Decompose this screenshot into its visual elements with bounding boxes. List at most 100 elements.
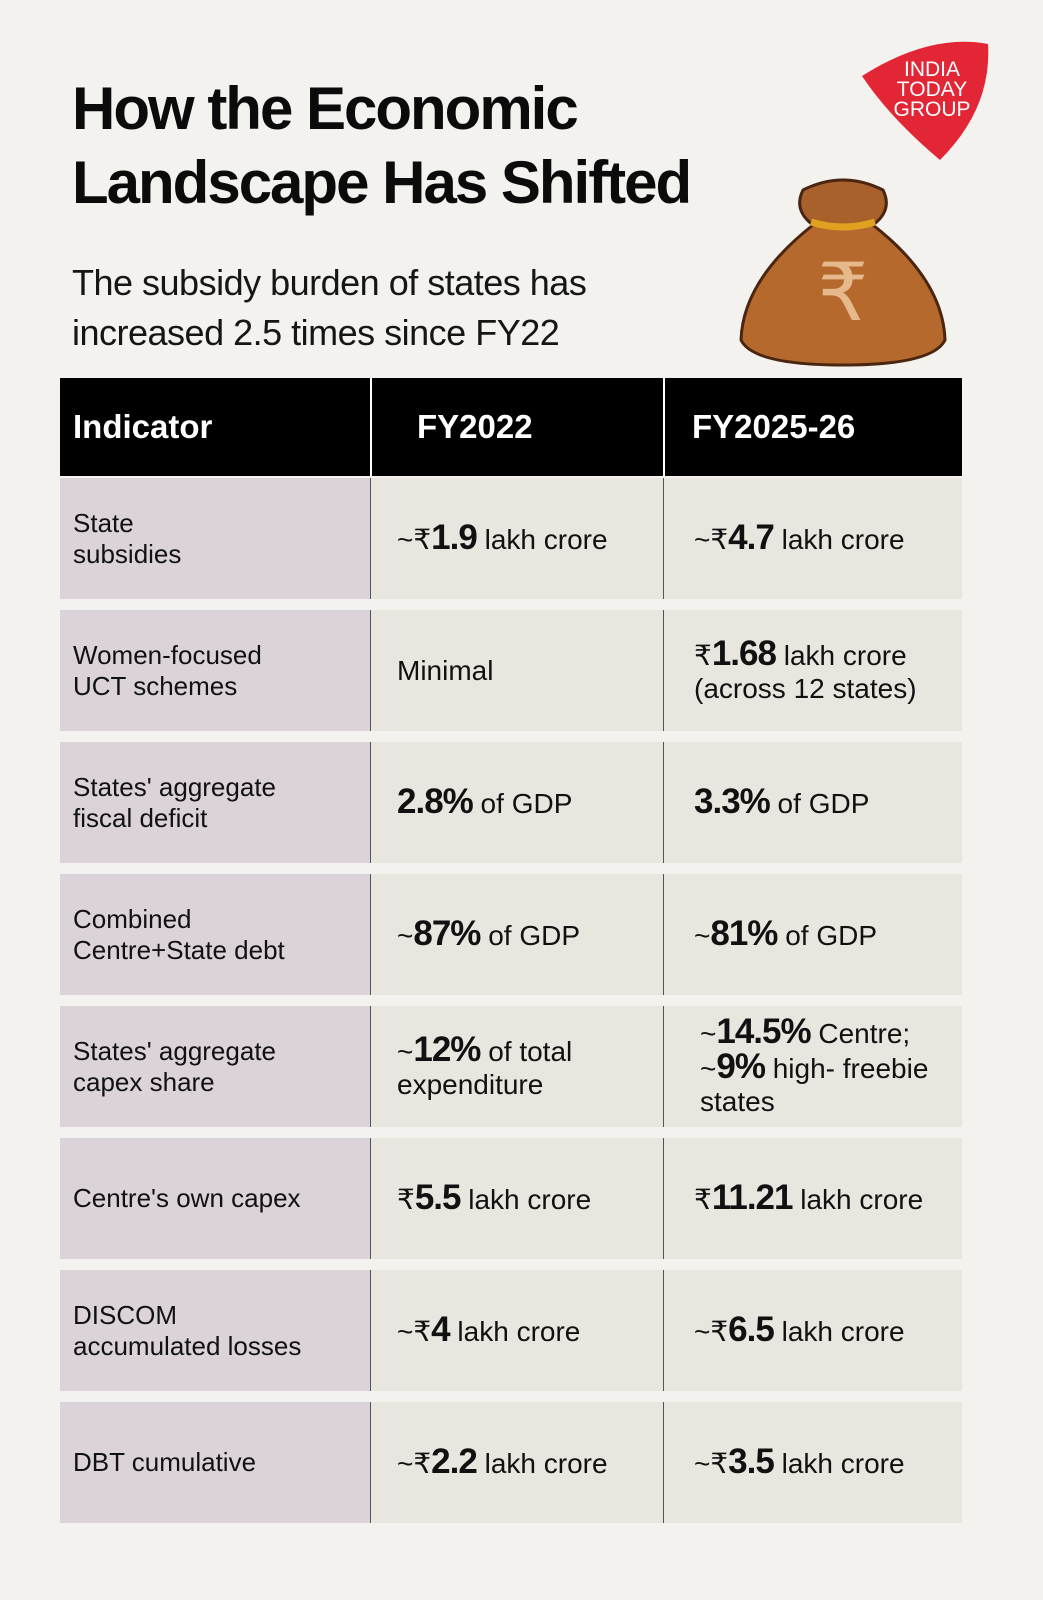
fy2026-value-line: ~₹4.7 lakh crore [694, 520, 962, 556]
value-continuation: states [700, 1086, 775, 1117]
value-figure: 2.2 [431, 1442, 478, 1481]
title-line: How the Economic [72, 75, 579, 142]
value-prefix: ~ [397, 920, 414, 951]
indicator-label: DISCOM [73, 1299, 177, 1330]
value-suffix: of GDP [769, 788, 870, 819]
value-prefix: ₹ [397, 1184, 415, 1215]
value-figure: 11.21 [711, 1178, 794, 1217]
value-suffix: lakh crore [476, 1448, 608, 1479]
fy2022-cell: ~87% of GDP [370, 874, 663, 995]
value-figure: 3.3% [694, 782, 771, 821]
indicator-cell: States' aggregate fiscal deficit [60, 742, 370, 863]
value-prefix: ~ [397, 1035, 414, 1067]
fy2022-cell: 2.8% of GDP [370, 742, 663, 863]
value-prefix: ~₹ [397, 524, 432, 555]
indicator-label: States' aggregate [73, 1035, 276, 1066]
value-prefix: ₹ [694, 639, 712, 671]
money-bag-icon: ₹ [739, 178, 947, 367]
page-title: How the Economic Landscape Has Shifted [72, 72, 692, 220]
indicator-label: fiscal deficit [73, 802, 208, 833]
column-header: FY2022 [370, 378, 663, 476]
title-line: Landscape Has Shifted [72, 149, 692, 216]
value-figure: 5.5 [414, 1178, 462, 1217]
fy2022-cell: ~12% of total expenditure [370, 1006, 663, 1127]
table-row: States' aggregate capex share ~12% of tota… [60, 1006, 962, 1127]
table-row: DBT cumulative ~₹2.2 lakh crore ~₹3.5 lakh… [60, 1402, 962, 1523]
indicator-label: accumulated losses [73, 1330, 302, 1361]
indicator-label: Combined [73, 903, 192, 934]
fy2026-cell: ~₹6.5 lakh crore [663, 1270, 962, 1391]
fy2026-cell: ~₹4.7 lakh crore [663, 478, 962, 599]
indicator-cell: State subsidies [60, 478, 370, 599]
fy2022-cell: ~₹2.2 lakh crore [370, 1402, 663, 1523]
india-today-logo: INDIA TODAY GROUP [862, 41, 989, 160]
value-suffix: Minimal [397, 655, 494, 686]
indicator-label: State [73, 507, 134, 538]
column-header: Indicator [73, 408, 213, 445]
indicator-cell: Centre's own capex [60, 1138, 370, 1259]
value-suffix: lakh crore [476, 524, 608, 555]
value-continuation: (across 12 states) [694, 672, 917, 704]
indicator-label: Centre's own capex [73, 1183, 301, 1213]
value-suffix: of GDP [480, 920, 581, 951]
fy2022-value-line: ~12% of total [397, 1029, 663, 1069]
value-suffix: lakh crore [460, 1184, 592, 1215]
value-figure: 14.5% [716, 1012, 811, 1051]
fy2022-cell: ~₹4 lakh crore [370, 1270, 663, 1391]
value-suffix: of GDP [472, 788, 573, 819]
column-header: FY2025-26 [663, 378, 962, 476]
value-figure: 81% [710, 914, 778, 953]
fy2026-cell: ~81% of GDP [663, 874, 962, 995]
table-row: States' aggregate fiscal deficit 2.8% of G… [60, 742, 962, 863]
value-figure: 6.5 [728, 1310, 775, 1349]
fy2026-cell: 3.3% of GDP [663, 742, 962, 863]
table-row: State subsidies ~₹1.9 lakh crore ~₹4.7 lakh… [60, 478, 962, 599]
value-suffix: lakh crore [449, 1316, 581, 1347]
svg-text:₹: ₹ [818, 246, 869, 339]
fy2022-value-line: ~₹2.2 lakh crore [397, 1442, 663, 1481]
indicator-label: capex share [73, 1066, 215, 1097]
fy2026-value-line: ~₹3.5 lakh crore [694, 1442, 962, 1481]
table-row: Women-focused UCT schemes Minimal ₹1.68 lak… [60, 610, 962, 731]
indicator-cell: DISCOM accumulated losses [60, 1270, 370, 1391]
value-suffix: lakh crore [773, 1316, 905, 1347]
fy2026-value-line: ~₹6.5 lakh crore [694, 1310, 962, 1349]
fy2026-value-line: ₹1.68 lakh crore [694, 636, 962, 672]
fy2026-value-line: ~9% high- freebie [700, 1049, 962, 1085]
value-figure: 12% [413, 1029, 481, 1069]
subtitle: The subsidy burden of states has increase… [72, 258, 587, 358]
indicator-cell: Women-focused UCT schemes [60, 610, 370, 731]
fy2026-value-line: ~14.5% Centre; [700, 1012, 962, 1051]
fy2026-value-line: 3.3% of GDP [694, 782, 962, 821]
svg-text:GROUP: GROUP [893, 98, 970, 121]
value-figure: 3.5 [728, 1442, 775, 1481]
fy2026-cell: ~14.5% Centre; ~9% high- freebie states [663, 1006, 962, 1127]
indicator-cell: States' aggregate capex share [60, 1006, 370, 1127]
fy2026-value-line: ~81% of GDP [694, 914, 962, 953]
value-prefix: ~ [700, 1053, 717, 1084]
value-prefix: ~₹ [397, 1316, 432, 1347]
fy2022-value-line: ₹5.5 lakh crore [397, 1178, 663, 1217]
comparison-table: Indicator FY2022 FY2025-26 State subsidie… [60, 378, 962, 1523]
value-suffix: high- freebie [764, 1053, 929, 1084]
value-prefix: ~₹ [694, 1448, 729, 1479]
value-figure: 1.9 [431, 518, 478, 557]
value-suffix: lakh crore [773, 1448, 905, 1479]
fy2026-cell: ₹11.21 lakh crore [663, 1138, 962, 1259]
value-suffix: lakh crore [775, 639, 907, 671]
fy2022-cell: ₹5.5 lakh crore [370, 1138, 663, 1259]
fy2022-cell: Minimal [370, 610, 663, 731]
fy2026-cell: ~₹3.5 lakh crore [663, 1402, 962, 1523]
indicator-label: Centre+State debt [73, 934, 285, 965]
fy2022-cell: ~₹1.9 lakh crore [370, 478, 663, 599]
value-figure: 87% [413, 914, 481, 953]
value-figure: 4 [431, 1310, 450, 1349]
value-continuation: expenditure [397, 1068, 544, 1100]
fy2022-value-line: ~₹1.9 lakh crore [397, 518, 663, 557]
table-row: Centre's own capex ₹5.5 lakh crore ₹11.21 … [60, 1138, 962, 1259]
value-suffix: lakh crore [773, 524, 905, 555]
value-prefix: ~₹ [694, 524, 729, 555]
value-suffix: of GDP [777, 920, 878, 951]
value-prefix: ~₹ [397, 1448, 432, 1479]
